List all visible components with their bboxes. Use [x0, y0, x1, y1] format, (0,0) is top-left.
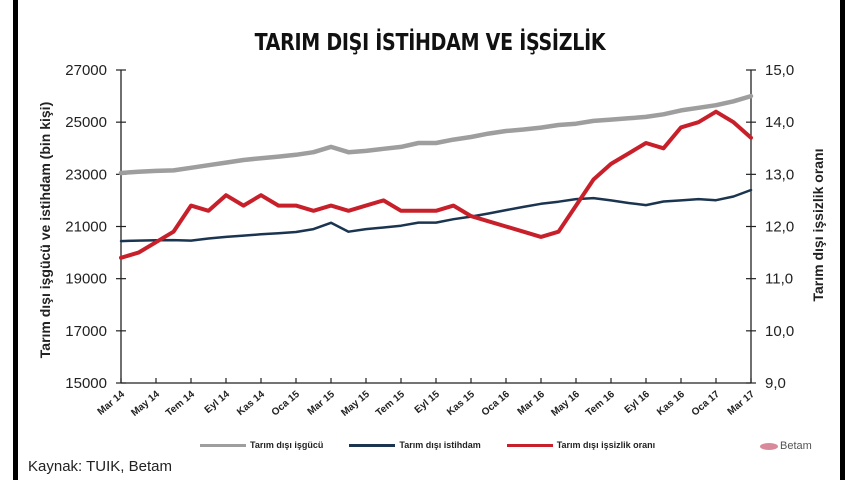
legend-item-employment: Tarım dışı istihdam: [349, 440, 481, 450]
x-tick-label: Oca 17: [690, 389, 723, 419]
x-tick-label: Tem 15: [374, 389, 407, 419]
series-line-unemployment-rate: [119, 109, 753, 260]
right-tick-label: 15,0: [765, 62, 794, 79]
left-tick-label: 25000: [65, 114, 107, 131]
legend-item-labor-force: Tarım dışı işgücü: [200, 440, 323, 450]
x-tick-label: Kas 16: [655, 389, 687, 418]
source-note: Kaynak: TUIK, Betam: [28, 458, 172, 475]
x-tick-label: Tem 14: [164, 389, 197, 419]
series-line-employment: [119, 188, 753, 243]
chart-legend: Tarım dışı işgücü Tarım dışı istihdam Ta…: [200, 440, 655, 450]
x-tick-label: Oca 15: [270, 389, 303, 419]
x-tick-label: Kas 15: [445, 389, 477, 418]
x-tick-label: Tem 16: [584, 389, 617, 419]
legend-label: Tarım dışı işsizlik oranı: [556, 440, 656, 450]
right-tick-label: 12,0: [765, 219, 794, 236]
right-tick-label: 10,0: [765, 323, 794, 340]
x-tick-label: May 14: [129, 389, 162, 419]
left-tick-label: 15000: [65, 375, 107, 392]
betam-logo: Betam: [760, 440, 812, 452]
left-tick-label: 21000: [65, 219, 107, 236]
left-tick-label: 19000: [65, 271, 107, 288]
x-tick-label: Mar 16: [516, 389, 548, 418]
x-tick-label: May 15: [339, 389, 372, 419]
left-tick-label: 23000: [65, 166, 107, 183]
legend-label: Tarım dışı istihdam: [399, 440, 481, 450]
logo-mark-icon: [760, 442, 778, 450]
right-tick-label: 14,0: [765, 114, 794, 131]
x-tick-label: Oca 16: [480, 389, 513, 419]
x-tick-label: Eyl 14: [203, 389, 233, 416]
legend-swatch-navy: [349, 443, 396, 447]
right-tick-label: 9,0: [765, 375, 786, 392]
series-line-labor-force: [118, 93, 754, 176]
x-tick-label: Kas 14: [235, 389, 267, 418]
x-tick-label: Eyl 16: [623, 389, 653, 416]
right-tick-label: 13,0: [765, 166, 794, 183]
x-tick-label: Mar 17: [726, 389, 758, 418]
frame-left-border: [13, 0, 18, 480]
legend-swatch-red: [506, 443, 553, 447]
legend-item-unemployment-rate: Tarım dışı işsizlik oranı: [506, 440, 656, 450]
x-tick-label: Mar 15: [306, 389, 338, 418]
legend-swatch-gray: [200, 443, 246, 447]
logo-text: Betam: [780, 440, 812, 452]
frame-right-border: [840, 0, 845, 480]
right-axis-title: Tarım dışı işsizlik oranı: [810, 148, 826, 301]
left-tick-label: 17000: [65, 323, 107, 340]
right-tick-label: 11,0: [765, 271, 793, 288]
chart-title: TARIM DIŞI İSTİHDAM VE İŞSİZLİK: [254, 30, 606, 56]
x-tick-label: Mar 14: [96, 389, 128, 418]
legend-label: Tarım dışı işgücü: [250, 440, 324, 450]
left-axis-title: Tarım dışı işgücü ve istihdam (bin kişi): [37, 102, 53, 358]
left-tick-label: 27000: [65, 62, 107, 79]
x-tick-label: May 16: [549, 389, 582, 419]
x-tick-label: Eyl 15: [413, 389, 443, 416]
